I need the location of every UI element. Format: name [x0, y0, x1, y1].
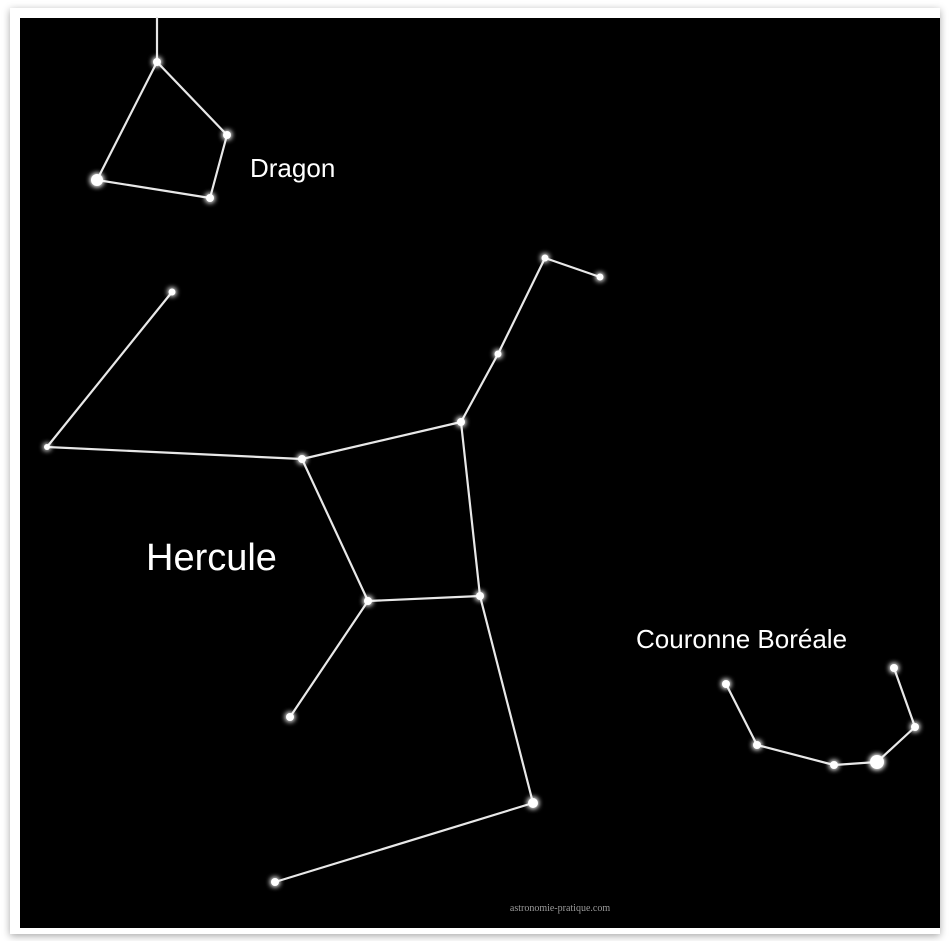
constellation-label: Hercule [146, 537, 277, 579]
constellation-label: Dragon [250, 153, 335, 183]
star [286, 713, 294, 721]
star [528, 798, 538, 808]
star [495, 351, 502, 358]
star [364, 597, 372, 605]
star [830, 761, 838, 769]
constellation-label: Couronne Boréale [636, 624, 847, 654]
star [722, 680, 730, 688]
star [298, 455, 306, 463]
watermark: astronomie-pratique.com [510, 903, 610, 914]
star [44, 444, 50, 450]
star [890, 664, 898, 672]
star [476, 592, 484, 600]
star [271, 878, 279, 886]
star [223, 131, 231, 139]
star [597, 274, 604, 281]
star [542, 255, 549, 262]
star [206, 194, 214, 202]
star [753, 741, 761, 749]
star-map: Dragon Hercule Couronne Boréale astronom… [0, 0, 949, 941]
star [91, 174, 103, 186]
star [457, 418, 465, 426]
star [870, 755, 884, 769]
page: {"labels": {"dragon": "Dragon", "hercule… [0, 0, 949, 941]
sky [20, 18, 940, 928]
star [169, 289, 176, 296]
star [153, 58, 161, 66]
star [911, 723, 919, 731]
